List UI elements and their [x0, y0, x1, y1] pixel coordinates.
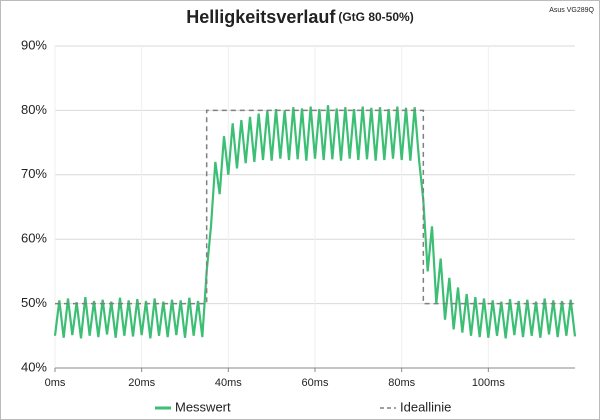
x-tick-label: 0ms — [45, 377, 66, 389]
annotation: Asus VG289Q — [549, 7, 594, 14]
y-tick-label: 90% — [21, 37, 47, 52]
x-tick-label: 40ms — [215, 377, 242, 389]
subtitle: (GtG 80-50%) — [338, 10, 413, 24]
legend-label: Messwert — [175, 399, 231, 414]
y-tick-label: 80% — [21, 102, 47, 117]
y-tick-label: 40% — [21, 359, 47, 374]
y-tick-label: 60% — [21, 231, 47, 246]
chart-title: Helligkeitsverlauf (GtG 80-50%) — [186, 7, 413, 27]
y-tick-label: 70% — [21, 166, 47, 181]
x-tick-label: 20ms — [128, 377, 155, 389]
y-tick-label: 50% — [21, 295, 47, 310]
line — [53, 105, 577, 339]
legend-label: Ideallinie — [400, 399, 451, 414]
x-tick-label: 100ms — [472, 377, 506, 389]
x-tick-label: 80ms — [388, 377, 415, 389]
title: Helligkeitsverlauf — [186, 7, 336, 27]
line — [55, 109, 575, 305]
x-tick-label: 60ms — [302, 377, 329, 389]
